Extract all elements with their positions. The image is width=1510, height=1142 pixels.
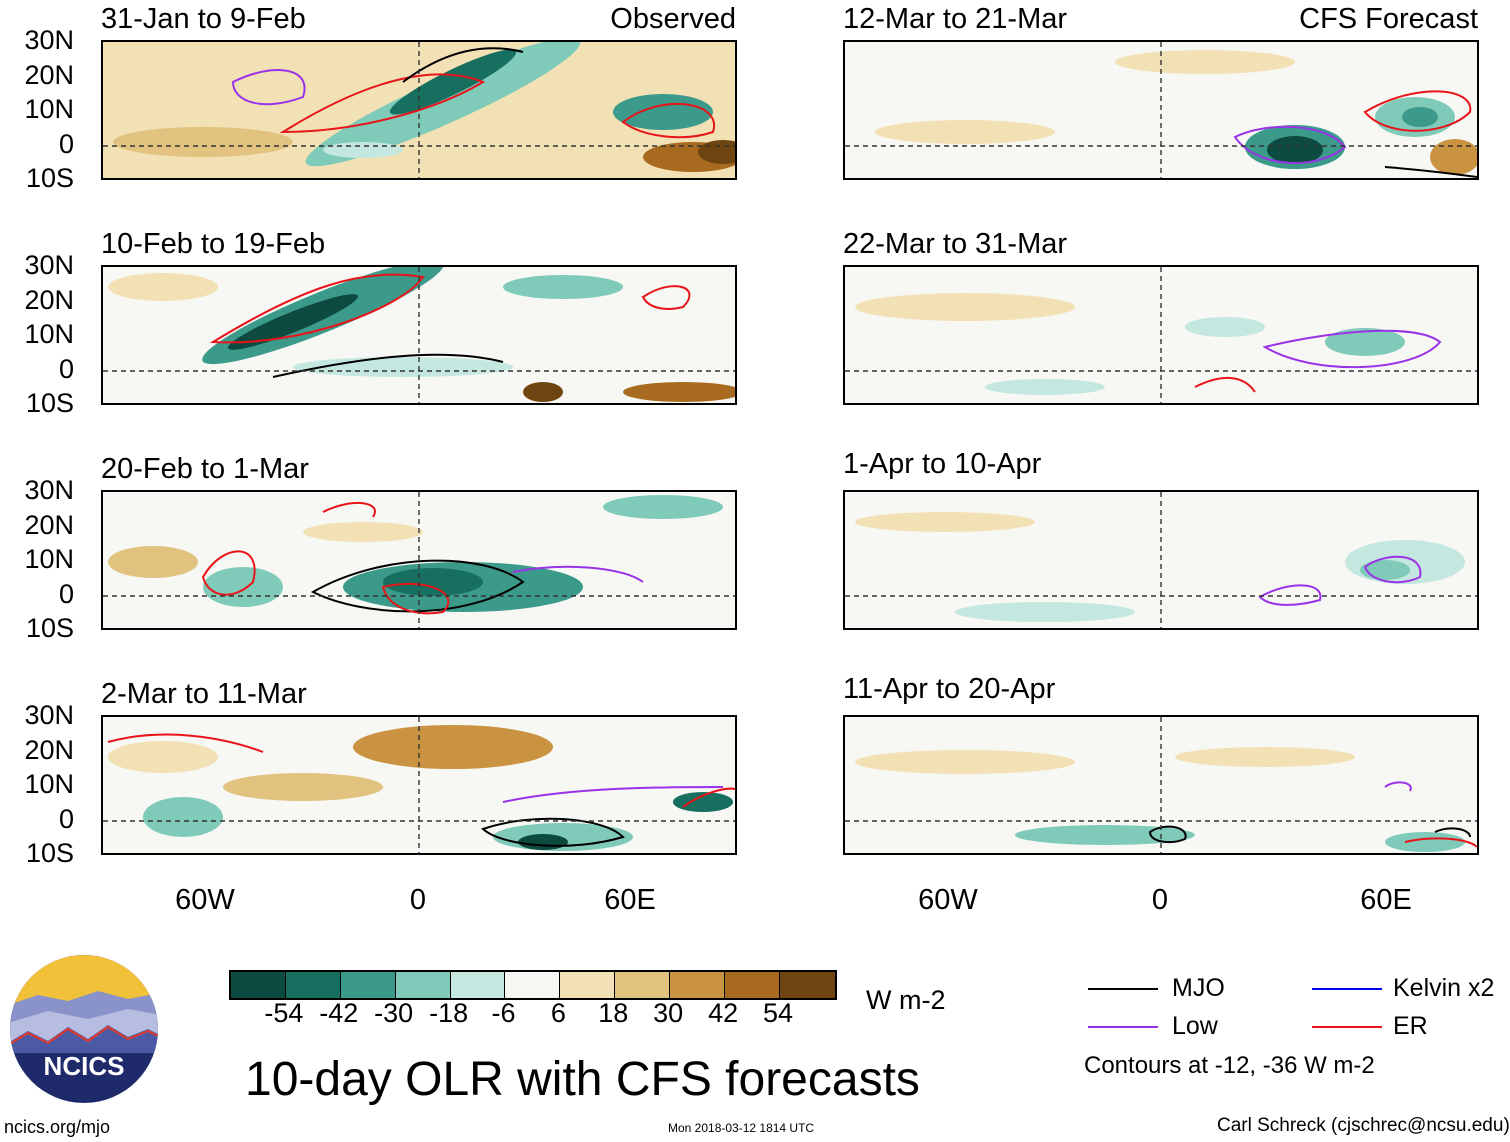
- legend-label-mjo: MJO: [1172, 974, 1225, 1002]
- lat-label-10n-row4: 10N: [24, 769, 74, 799]
- legend-line-kelvin: [1312, 988, 1382, 990]
- lon-label-60e-right: 60E: [1360, 884, 1412, 916]
- colorbar-swatch: [340, 972, 396, 998]
- observed-label: Observed: [610, 3, 736, 35]
- map-panel-2: [101, 265, 737, 405]
- colorbar-label: 30: [653, 998, 684, 1028]
- legend-label-low: Low: [1172, 1012, 1218, 1040]
- map-panel-4: [101, 715, 737, 855]
- lat-label-20n-row3: 20N: [24, 510, 74, 540]
- lon-label-0-right: 0: [1151, 884, 1169, 916]
- lat-label-10s-row2: 10S: [25, 388, 74, 418]
- footer-url[interactable]: ncics.org/mjo: [4, 1117, 111, 1137]
- footer-timestamp: Mon 2018-03-12 1814 UTC: [668, 1121, 815, 1135]
- map-panel-8: [843, 715, 1479, 855]
- colorbar-label: -30: [374, 998, 414, 1028]
- panel-title-5: 12-Mar to 21-Mar: [843, 3, 1068, 35]
- legend-label-kelvin: Kelvin x2: [1393, 974, 1495, 1002]
- colorbar-swatch: [670, 972, 726, 998]
- colorbar-swatch: [285, 972, 341, 998]
- forecast-label: CFS Forecast: [1299, 3, 1478, 35]
- lon-label-60w-right: 60W: [918, 884, 978, 916]
- lon-label-60w-left: 60W: [175, 884, 235, 916]
- lat-label-20n-row2: 20N: [24, 285, 74, 315]
- colorbar-label: -42: [319, 998, 359, 1028]
- panel-title-6: 22-Mar to 31-Mar: [843, 228, 1068, 260]
- colorbar-label: -54: [264, 998, 304, 1028]
- legend-line-low: [1088, 1026, 1158, 1028]
- panel-title-2: 10-Feb to 19-Feb: [101, 228, 326, 260]
- colorbar-units: W m-2: [866, 985, 946, 1015]
- panel-title-3: 20-Feb to 1-Mar: [101, 453, 309, 485]
- lat-label-30n-row3: 30N: [24, 475, 74, 505]
- main-title: 10-day OLR with CFS forecasts: [245, 1053, 920, 1106]
- colorbar-swatch: [779, 972, 835, 998]
- colorbar-swatch: [560, 972, 616, 998]
- lon-label-60e-left: 60E: [604, 884, 656, 916]
- colorbar-label: 18: [598, 998, 629, 1028]
- panel-title-7: 1-Apr to 10-Apr: [843, 448, 1042, 480]
- lat-label-10n-row1: 10N: [24, 94, 74, 124]
- colorbar-label: -18: [429, 998, 469, 1028]
- lat-label-10n-row2: 10N: [24, 319, 74, 349]
- logo-text: NCICS: [44, 1051, 125, 1081]
- lat-label-30n-row1: 30N: [24, 25, 74, 55]
- colorbar-swatch: [505, 972, 561, 998]
- legend-label-er: ER: [1393, 1012, 1428, 1040]
- lat-label-10s-row4: 10S: [25, 838, 74, 868]
- footer-author: Carl Schreck (cjschrec@ncsu.edu): [1217, 1115, 1510, 1136]
- lat-label-0-row2: 0: [58, 354, 74, 384]
- colorbar-swatch: [725, 972, 780, 998]
- map-panel-3: [101, 490, 737, 630]
- lat-label-0-row1: 0: [58, 129, 74, 159]
- legend-note: Contours at -12, -36 W m-2: [1084, 1052, 1375, 1079]
- lat-label-20n-row1: 20N: [24, 60, 74, 90]
- panel-title-8: 11-Apr to 20-Apr: [843, 673, 1056, 705]
- colorbar: [229, 970, 837, 1000]
- colorbar-label: -6: [491, 998, 516, 1028]
- lat-label-30n-row2: 30N: [24, 250, 74, 280]
- lat-label-10n-row3: 10N: [24, 544, 74, 574]
- colorbar-label: 54: [762, 998, 794, 1028]
- legend-line-er: [1312, 1026, 1382, 1028]
- lat-label-10s-row3: 10S: [25, 613, 74, 643]
- colorbar-label: 6: [550, 998, 566, 1028]
- lat-label-10s-row1: 10S: [25, 163, 74, 193]
- colorbar-swatch: [615, 972, 671, 998]
- panel-title-4: 2-Mar to 11-Mar: [101, 678, 307, 710]
- colorbar-label: 42: [708, 998, 739, 1028]
- map-panel-6: [843, 265, 1479, 405]
- ncics-logo: NCICS: [8, 953, 160, 1105]
- panel-title-1: 31-Jan to 9-Feb: [101, 3, 306, 35]
- lat-label-30n-row4: 30N: [24, 700, 74, 730]
- colorbar-swatch: [395, 972, 451, 998]
- colorbar-swatch: [231, 972, 286, 998]
- lat-label-20n-row4: 20N: [24, 735, 74, 765]
- map-panel-1: [101, 40, 737, 180]
- lat-label-0-row3: 0: [58, 579, 74, 609]
- lat-label-0-row4: 0: [58, 804, 74, 834]
- lon-label-0-left: 0: [409, 884, 427, 916]
- colorbar-swatch: [450, 972, 506, 998]
- legend-line-mjo: [1088, 988, 1158, 990]
- map-panel-5: [843, 40, 1479, 180]
- map-panel-7: [843, 490, 1479, 630]
